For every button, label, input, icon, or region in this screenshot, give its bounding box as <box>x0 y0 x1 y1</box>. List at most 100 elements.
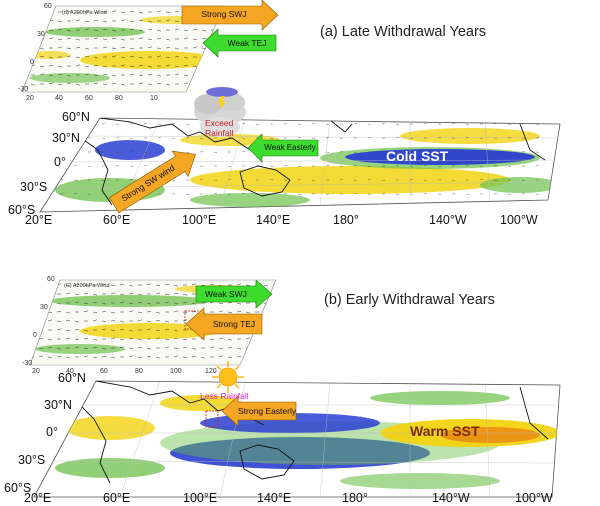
wind-vector <box>173 302 179 304</box>
wind-vector <box>66 74 72 77</box>
wind-vector <box>93 11 99 14</box>
wind-vector <box>451 179 456 181</box>
wind-vector <box>102 46 108 49</box>
wind-vector <box>92 311 98 313</box>
wind-vector <box>110 356 116 359</box>
panel-a-lon-60e: 60°E <box>103 213 131 227</box>
wind-vector <box>39 73 45 76</box>
wind-vector <box>493 151 498 153</box>
strong-easterly-label: Strong Easterly <box>238 406 297 416</box>
wind-vector <box>48 74 54 76</box>
wind-vector <box>367 137 372 139</box>
wind-vector <box>101 179 106 181</box>
warm-sst-label: Warm SST <box>410 423 480 439</box>
wind-vector <box>65 284 71 286</box>
wind-vector <box>395 193 400 195</box>
wind-vector <box>173 347 179 349</box>
wind-vector <box>143 123 148 125</box>
wind-vector <box>165 83 171 86</box>
wind-vector <box>119 301 125 304</box>
wind-vector <box>83 302 89 304</box>
panel-b-lat-60s: 60°S <box>4 481 32 495</box>
wind-vector <box>119 293 125 295</box>
wind-vector <box>83 338 89 340</box>
wind-vector <box>156 10 162 13</box>
wind-vector <box>129 179 134 181</box>
panel-a-lat-0: 0° <box>54 155 66 169</box>
wind-vector <box>353 123 358 125</box>
wind-vector <box>311 179 316 181</box>
wind-vector <box>183 56 189 59</box>
weak-easterly-label: Weak Easterly <box>264 143 316 152</box>
wind-vector <box>213 151 218 153</box>
wind-vector <box>156 74 162 77</box>
wind-vector <box>423 151 428 153</box>
wind-vector <box>101 320 107 322</box>
wind-vector <box>192 65 198 68</box>
wind-vector <box>245 337 251 340</box>
wind-vector <box>93 74 99 76</box>
wind-vector <box>102 29 108 31</box>
wind-vector <box>137 302 143 304</box>
panel-a-lon-20e: 20°E <box>25 213 53 227</box>
wind-vector <box>102 74 108 76</box>
wind-vector <box>236 347 242 350</box>
wind-vector <box>75 83 81 86</box>
wind-vector <box>164 320 170 323</box>
wind-vector <box>83 355 89 358</box>
wind-vector <box>200 284 206 286</box>
wind-vector <box>93 56 99 59</box>
wind-vector <box>183 65 189 67</box>
panel-b-lon-100e: 100°E <box>183 491 218 505</box>
inset-b-xtick-60: 60 <box>100 368 108 375</box>
wind-vector <box>173 293 179 295</box>
wind-vector <box>147 20 153 23</box>
wind-vector <box>182 302 188 304</box>
panel-a-lon-140e: 140°E <box>256 213 291 227</box>
wind-vector <box>191 283 197 286</box>
wind-vector <box>283 193 288 195</box>
wind-vector <box>75 56 81 58</box>
inset-a-xtick-60: 60 <box>85 95 93 102</box>
wind-vector <box>101 328 107 331</box>
inset-b-ytick-m30: -30 <box>22 360 33 367</box>
wind-vector <box>245 284 251 286</box>
wind-vector <box>128 347 134 349</box>
wind-vector <box>227 137 232 139</box>
panel-b-lon-60e: 60°E <box>103 491 131 505</box>
wind-vector <box>101 302 107 305</box>
wind-vector <box>164 284 170 286</box>
wind-vector <box>48 82 54 85</box>
wind-vector <box>227 356 233 358</box>
wind-vector <box>38 355 44 358</box>
wind-vector <box>146 311 152 313</box>
wind-vector <box>521 151 526 153</box>
wind-vector <box>199 179 204 181</box>
wind-vector <box>185 193 190 195</box>
wind-vector <box>241 179 246 181</box>
wind-vector <box>83 347 89 349</box>
wind-vector <box>353 193 358 195</box>
panel-b-lon-140e: 140°E <box>257 491 292 505</box>
wind-vector <box>173 329 179 332</box>
strong-swj-arrow <box>181 0 279 31</box>
wind-vector <box>157 137 162 139</box>
panel-b-inset-label: (C) A200hPa Wind <box>64 283 110 289</box>
wind-vector <box>227 302 233 304</box>
wind-vector <box>174 47 180 50</box>
wind-vector <box>174 20 180 22</box>
wind-vector <box>84 65 90 67</box>
wind-vector <box>164 346 170 349</box>
wind-vector <box>423 123 428 125</box>
wind-vector <box>138 65 144 67</box>
wind-vector <box>155 337 161 340</box>
panel-a-inset-label: (d) A200hPa Wind <box>62 10 107 16</box>
wind-vector <box>111 47 117 49</box>
wind-vector <box>66 47 72 49</box>
storm-cloud-icon <box>194 87 246 137</box>
wind-vector <box>111 29 117 32</box>
inset-b-ytick-60: 60 <box>47 276 55 283</box>
wind-vector <box>165 11 171 13</box>
wind-vector <box>535 193 540 195</box>
wind-vector <box>128 338 134 340</box>
